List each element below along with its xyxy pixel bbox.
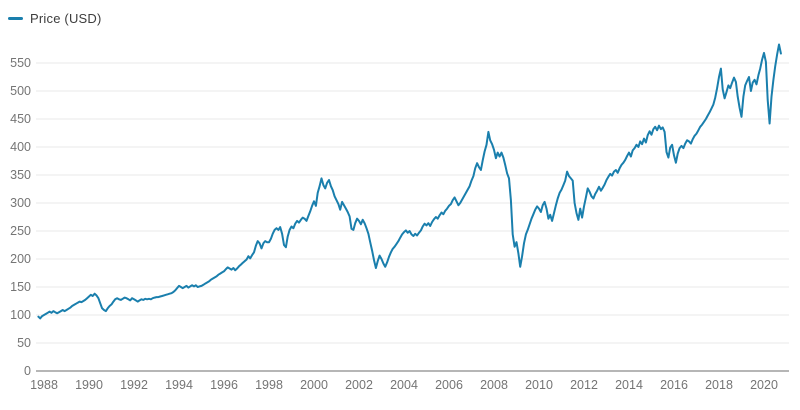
x-axis-tick-label: 1994: [165, 378, 193, 392]
x-axis-tick-label: 2004: [390, 378, 418, 392]
y-axis-tick-label: 550: [10, 56, 31, 70]
legend-item-price[interactable]: Price (USD): [8, 11, 102, 26]
legend-label: Price (USD): [30, 11, 102, 26]
x-axis-tick-label: 2010: [525, 378, 553, 392]
x-axis-tick-label: 2002: [345, 378, 373, 392]
x-axis-tick-label: 1996: [210, 378, 238, 392]
x-axis-tick-label: 1988: [30, 378, 58, 392]
y-axis-tick-label: 250: [10, 224, 31, 238]
x-axis-tick-label: 2018: [705, 378, 733, 392]
y-axis-tick-label: 350: [10, 168, 31, 182]
x-axis-tick-label: 1998: [255, 378, 283, 392]
y-axis-tick-label: 200: [10, 252, 31, 266]
y-axis-tick-label: 0: [24, 364, 31, 378]
x-axis-tick-label: 2008: [480, 378, 508, 392]
price-line-series: [37, 43, 782, 320]
y-axis-tick-label: 100: [10, 308, 31, 322]
x-axis-tick-label: 1992: [120, 378, 148, 392]
x-axis-tick-label: 2020: [750, 378, 778, 392]
x-axis-tick-label: 2016: [660, 378, 688, 392]
y-axis-tick-label: 450: [10, 112, 31, 126]
y-axis-tick-label: 300: [10, 196, 31, 210]
x-axis-tick-label: 2012: [570, 378, 598, 392]
x-axis-tick-label: 2014: [615, 378, 643, 392]
x-axis-tick-label: 1990: [75, 378, 103, 392]
x-axis-tick-label: 2000: [300, 378, 328, 392]
y-axis-tick-label: 500: [10, 84, 31, 98]
x-axis-tick-label: 2006: [435, 378, 463, 392]
y-axis-tick-label: 150: [10, 280, 31, 294]
y-axis-tick-label: 400: [10, 140, 31, 154]
y-axis-tick-label: 50: [17, 336, 31, 350]
legend-line-icon: [8, 17, 23, 20]
